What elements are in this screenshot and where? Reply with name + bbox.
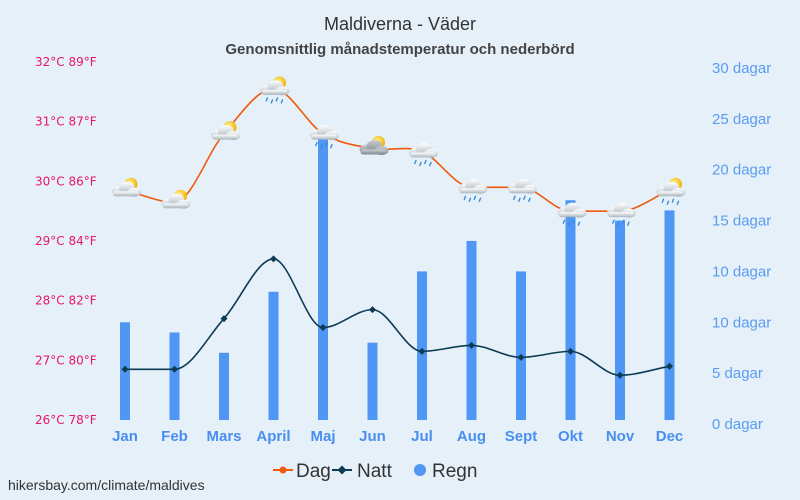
sun-cloud-icon — [112, 177, 141, 197]
right-tick-label: 5 dagar — [712, 365, 763, 382]
rain-bar[interactable] — [516, 271, 526, 420]
legend: Dag Natt Regn — [273, 461, 477, 482]
source-footer[interactable]: hikersbay.com/climate/maldives — [8, 477, 205, 493]
x-tick-label: Dec — [656, 428, 684, 445]
natt-point[interactable] — [666, 362, 673, 370]
right-tick-label: 10 dagar — [712, 263, 771, 280]
x-tick-label: Aug — [457, 428, 486, 445]
natt-point[interactable] — [418, 347, 426, 355]
cloud-rain-icon — [607, 202, 636, 226]
rain-bar[interactable] — [169, 332, 180, 420]
right-tick-label: 0 dagar — [712, 416, 763, 433]
legend-item-regn[interactable]: Regn — [414, 461, 477, 482]
rain-bar[interactable] — [367, 342, 378, 420]
rain-bar[interactable] — [219, 352, 229, 420]
legend-marker-dag — [279, 466, 287, 474]
natt-point[interactable] — [369, 306, 376, 314]
cloud-rain-icon — [409, 143, 438, 167]
sun-cloud-dark-icon — [359, 136, 389, 156]
natt-point[interactable] — [121, 365, 129, 373]
rain-bar[interactable] — [268, 291, 279, 420]
legend-label-dag: Dag — [296, 461, 331, 482]
temperature-lines — [121, 88, 673, 379]
sun-cloud-icon — [161, 189, 191, 209]
legend-label-regn: Regn — [432, 461, 477, 482]
cloud-rain-icon — [508, 178, 537, 203]
natt-point[interactable] — [171, 365, 178, 373]
natt-point[interactable] — [567, 347, 574, 355]
x-axis: Jan Feb Mars April Maj Jun Jul Aug Sept Okt Nov Dec — [112, 428, 683, 445]
rain-bars — [120, 139, 675, 420]
x-tick-label: Mars — [206, 428, 241, 445]
line-natt — [125, 258, 670, 377]
right-tick-label: 20 dagar — [712, 162, 771, 179]
right-tick-label: 25 dagar — [712, 111, 771, 128]
left-tick-label: 30°C 86°F — [35, 174, 97, 188]
left-tick-label: 31°C 87°F — [35, 115, 97, 129]
x-tick-label: Jul — [411, 428, 433, 445]
right-tick-label: 10 dagar — [712, 314, 771, 331]
legend-item-dag[interactable]: Dag — [273, 461, 331, 482]
x-tick-label: Jan — [112, 428, 138, 445]
natt-point[interactable] — [468, 341, 475, 349]
x-tick-label: Okt — [558, 428, 583, 445]
right-tick-label: 30 dagar — [712, 60, 771, 77]
natt-point[interactable] — [319, 324, 327, 332]
natt-point[interactable] — [270, 255, 277, 263]
right-tick-label: 15 dagar — [712, 213, 771, 230]
legend-marker-natt — [337, 465, 347, 475]
line-dag — [124, 88, 670, 212]
sun-cloud-rain-icon — [656, 177, 686, 205]
right-axis: 30 dagar 25 dagar 20 dagar 15 dagar 10 dagar… — [712, 60, 771, 433]
rain-bar[interactable] — [417, 271, 427, 420]
weather-icons — [112, 76, 686, 226]
natt-point[interactable] — [616, 371, 624, 379]
legend-item-natt[interactable]: Natt — [332, 461, 393, 482]
sun-cloud-icon — [211, 121, 240, 141]
cloud-rain-icon — [458, 178, 488, 203]
x-tick-label: Feb — [161, 428, 188, 445]
sun-cloud-rain-icon — [260, 76, 290, 104]
chart-subtitle: Genomsnittlig månadstemperatur och neder… — [225, 41, 574, 58]
left-tick-label: 27°C 80°F — [35, 353, 97, 367]
rain-bar[interactable] — [466, 240, 477, 420]
cloud-rain-icon — [557, 202, 587, 226]
x-tick-label: Sept — [505, 428, 538, 445]
left-tick-label: 32°C 89°F — [35, 55, 97, 69]
legend-marker-regn — [414, 464, 426, 476]
x-tick-label: Jun — [359, 428, 386, 445]
left-tick-label: 28°C 82°F — [35, 294, 97, 308]
natt-point[interactable] — [220, 315, 228, 323]
x-tick-label: Maj — [310, 428, 335, 445]
legend-label-natt: Natt — [357, 461, 393, 482]
left-tick-label: 26°C 78°F — [35, 413, 97, 427]
x-tick-label: Nov — [606, 428, 635, 445]
rain-bar[interactable] — [615, 220, 625, 420]
chart-title: Maldiverna - Väder — [324, 14, 476, 34]
natt-point[interactable] — [517, 353, 525, 361]
cloud-rain-icon — [310, 125, 339, 149]
rain-bar[interactable] — [664, 210, 675, 420]
rain-bar[interactable] — [318, 139, 328, 420]
x-tick-label: April — [256, 428, 290, 445]
left-axis: 32°C 89°F 31°C 87°F 30°C 86°F 29°C 84°F 28°C… — [35, 55, 97, 427]
rain-bar[interactable] — [565, 200, 576, 420]
left-tick-label: 29°C 84°F — [35, 234, 97, 248]
